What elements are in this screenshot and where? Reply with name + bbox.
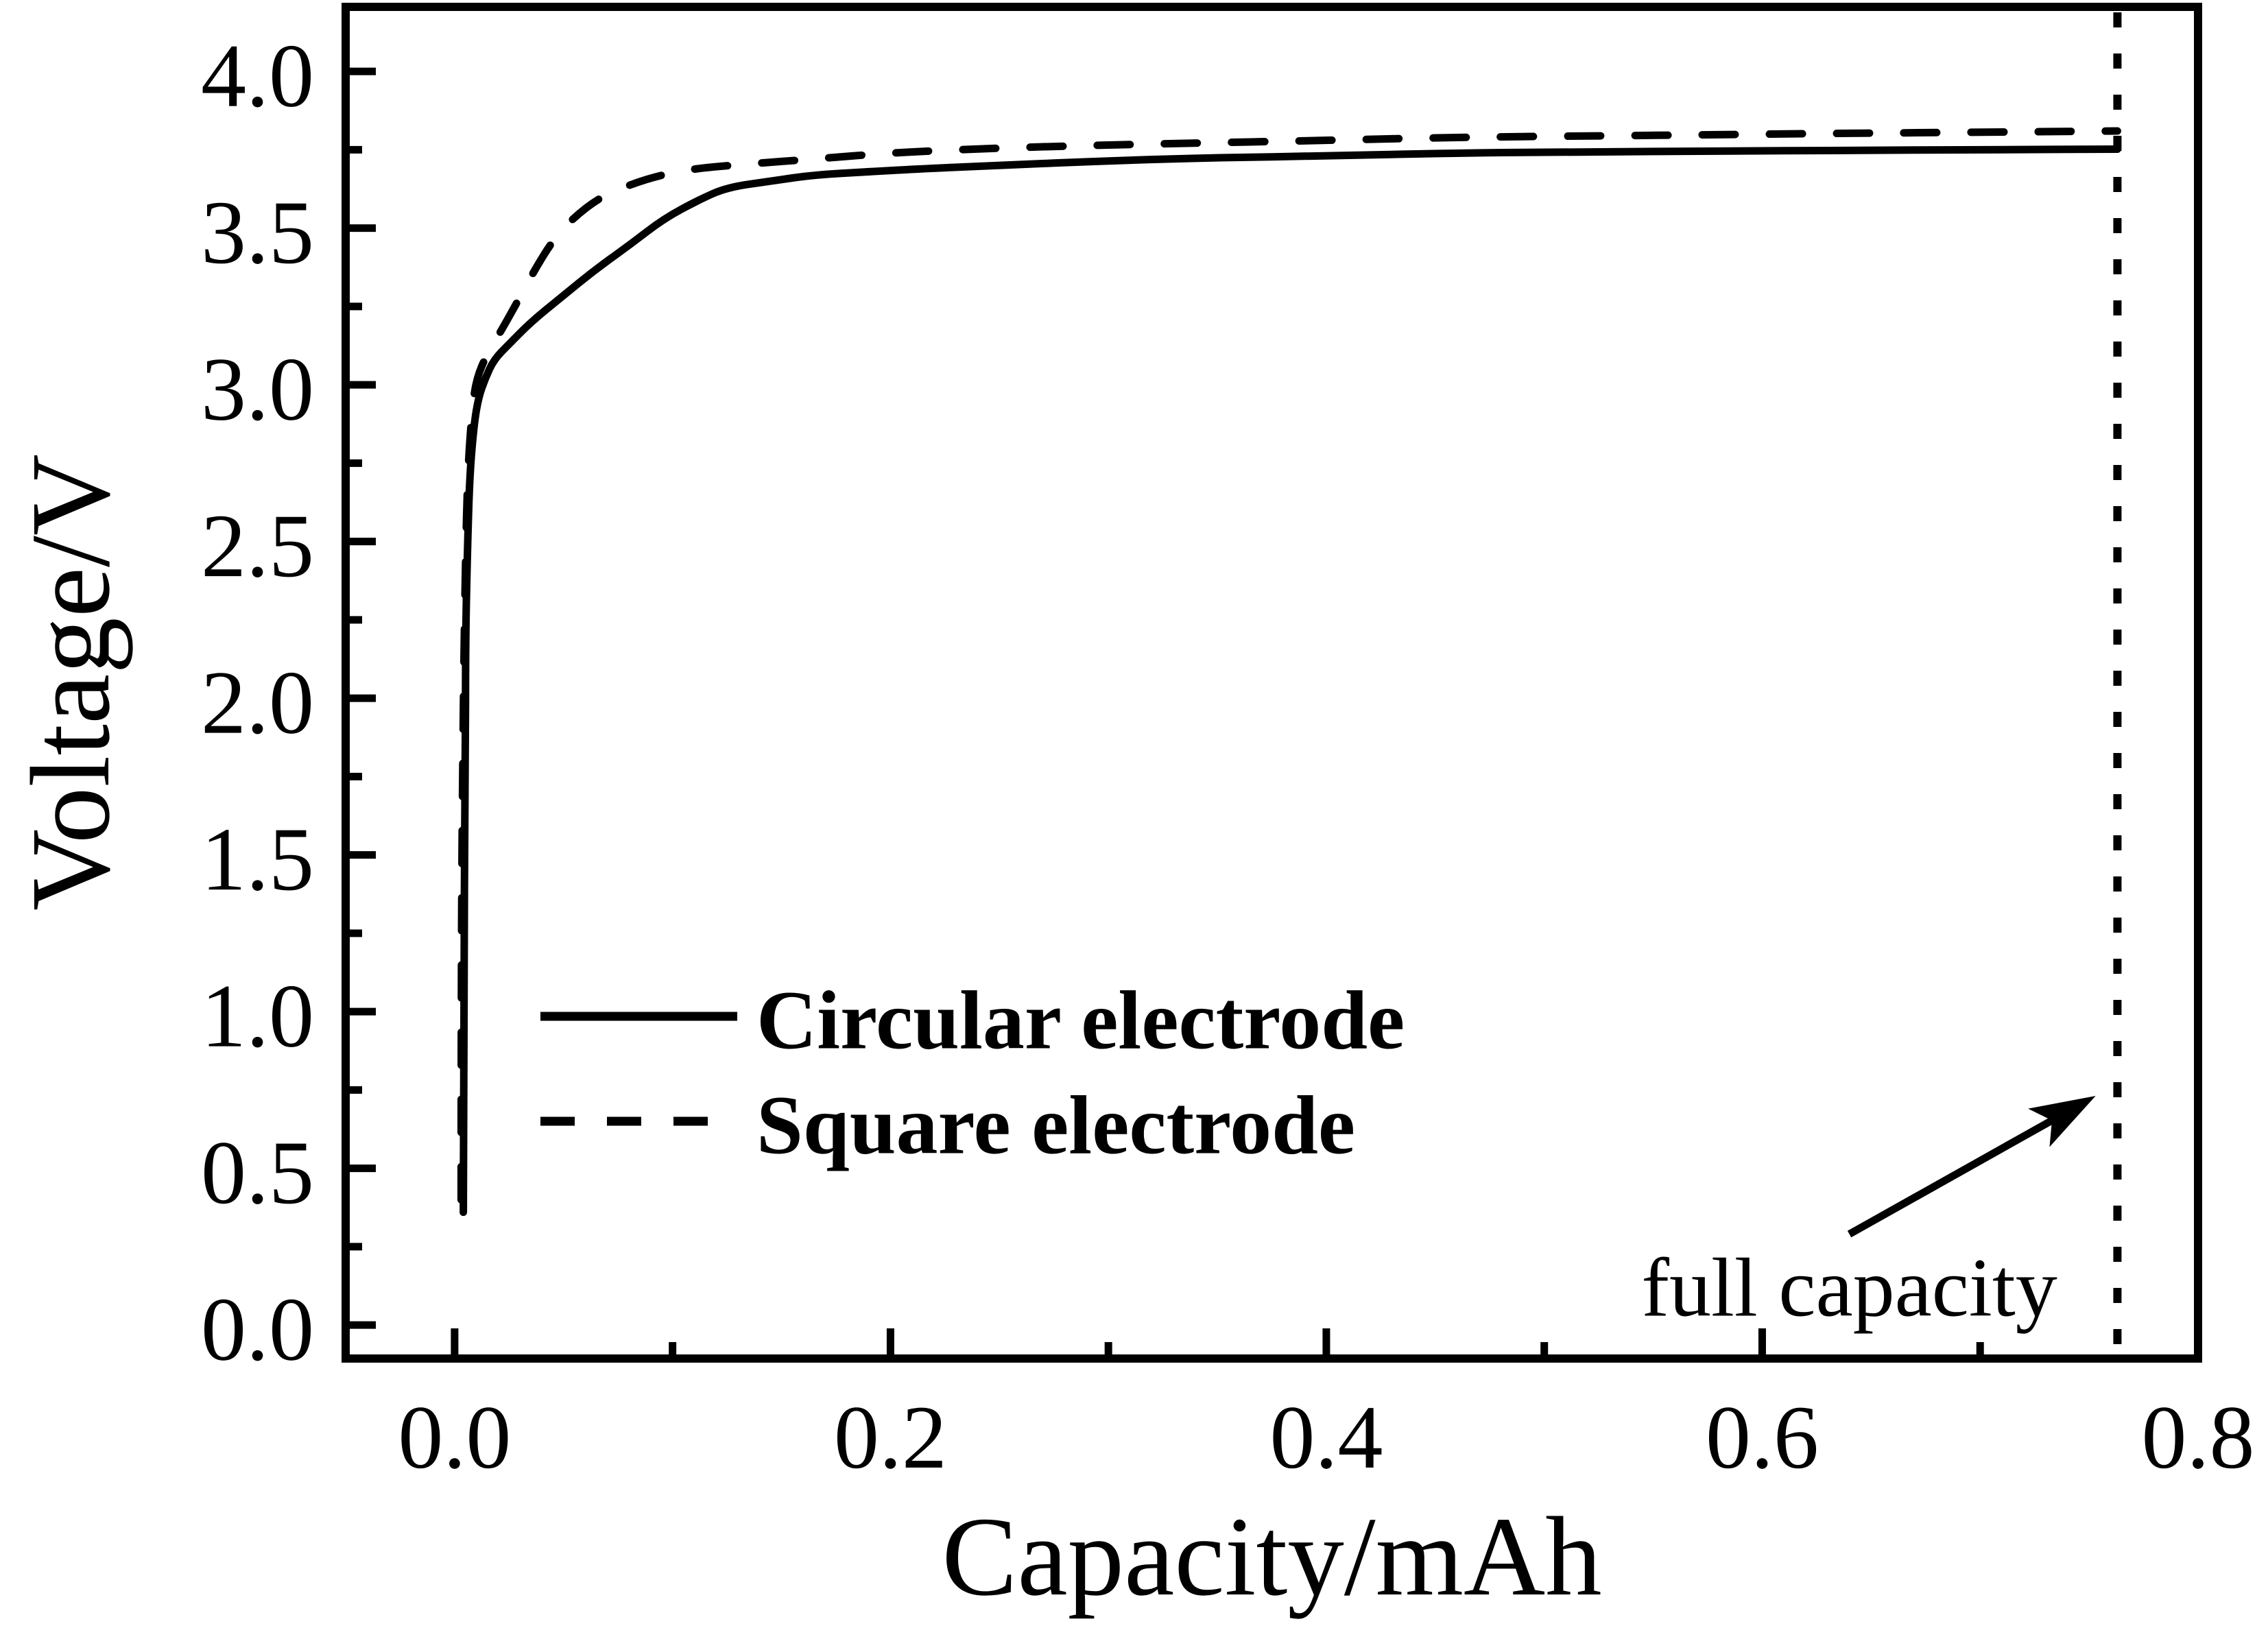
arrow-shaft xyxy=(1847,1116,2056,1238)
series-square-electrode xyxy=(457,127,2121,1204)
full-capacity-label: full capacity xyxy=(1641,1242,2057,1335)
y-tick-label: 1.0 xyxy=(201,966,314,1066)
legend: Circular electrode Square electrode xyxy=(540,975,1405,1172)
plot-border xyxy=(342,3,2202,1363)
y-tick-label: 2.5 xyxy=(201,495,314,596)
x-tick-label: 0.0 xyxy=(398,1387,511,1487)
y-tick-label: 4.0 xyxy=(201,25,314,126)
y-tick-label: 3.0 xyxy=(201,339,314,440)
series xyxy=(457,127,2121,1217)
y-tick-label: 0.5 xyxy=(201,1122,314,1223)
axes: 0.0 0.2 0.4 0.6 0.8 0.0 0.5 1.0 1.5 2.0 2.5 3.0 3.5 4… xyxy=(8,3,2255,1619)
series-circular-electrode xyxy=(459,145,2121,1217)
arrow-head xyxy=(2028,1096,2096,1147)
x-tick-label: 0.8 xyxy=(2142,1387,2255,1487)
x-tick-label: 0.4 xyxy=(1269,1387,1383,1487)
y-tick-label: 2.0 xyxy=(201,652,314,753)
y-tick-label: 1.5 xyxy=(201,809,314,909)
annotation: full capacity xyxy=(1641,12,2122,1356)
y-tick-label: 0.0 xyxy=(201,1279,314,1380)
legend-label: Circular electrode xyxy=(756,975,1405,1067)
y-axis-title: Voltage/V xyxy=(8,454,133,911)
legend-label: Square electrode xyxy=(756,1079,1355,1172)
y-tick-label: 3.5 xyxy=(201,182,314,283)
x-axis-title: Capacity/mAh xyxy=(942,1494,1601,1619)
x-tick-label: 0.2 xyxy=(834,1387,947,1487)
x-tick-label: 0.6 xyxy=(1706,1387,1819,1487)
